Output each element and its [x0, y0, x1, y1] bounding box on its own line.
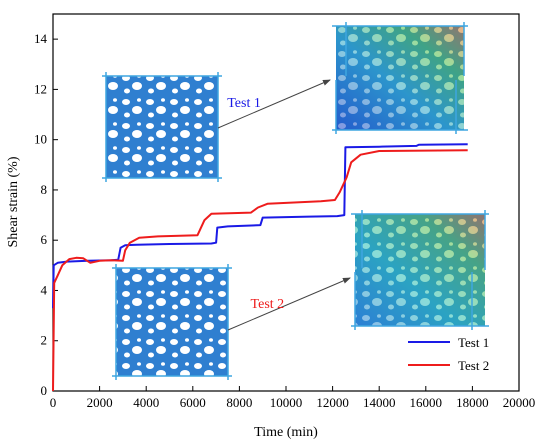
y-tick-label-12: 12 — [34, 81, 47, 96]
y-tick-label-0: 0 — [41, 383, 48, 398]
x-tick-label-14000: 14000 — [363, 395, 396, 410]
annotation-layer: Test 1 Test 2 — [227, 96, 284, 312]
x-tick-label-4000: 4000 — [133, 395, 159, 410]
x-tick-label-20000: 20000 — [503, 395, 536, 410]
annotation-test-1: Test 1 — [227, 96, 261, 111]
y-tick-label-2: 2 — [41, 333, 48, 348]
arrow-test1 — [217, 79, 331, 129]
arrow-test2 — [227, 277, 351, 331]
legend: Test 1 Test 2 — [408, 335, 489, 373]
x-tick-label-18000: 18000 — [456, 395, 489, 410]
x-axis: 0 2000 4000 6000 8000 10000 12000 14000 16000 180… — [50, 386, 536, 410]
y-tick-label-6: 6 — [41, 232, 48, 247]
legend-label-test1: Test 1 — [458, 335, 489, 350]
x-tick-label-0: 0 — [50, 395, 57, 410]
y-tick-label-8: 8 — [41, 182, 48, 197]
x-tick-label-16000: 16000 — [410, 395, 443, 410]
sample-image-test2-final — [351, 210, 489, 330]
y-tick-label-10: 10 — [34, 132, 47, 147]
x-tick-label-12000: 12000 — [316, 395, 349, 410]
sample-image-test1-final — [332, 22, 468, 134]
annotation-test-2: Test 2 — [251, 297, 285, 312]
y-tick-label-4: 4 — [41, 282, 48, 297]
sample-image-test1-initial — [102, 72, 222, 182]
y-axis-label: Shear strain (%) — [6, 156, 21, 247]
x-tick-label-8000: 8000 — [226, 395, 252, 410]
series-line-test-1 — [52, 143, 468, 309]
legend-label-test2: Test 2 — [458, 358, 489, 373]
x-axis-label: Time (min) — [254, 425, 318, 440]
x-tick-label-10000: 10000 — [270, 395, 303, 410]
sample-image-test2-initial — [112, 264, 232, 380]
x-tick-label-6000: 6000 — [180, 395, 206, 410]
x-tick-label-2000: 2000 — [87, 395, 113, 410]
y-tick-label-14: 14 — [34, 31, 48, 46]
series-line-test-2 — [52, 149, 468, 392]
series-layer — [52, 143, 468, 392]
